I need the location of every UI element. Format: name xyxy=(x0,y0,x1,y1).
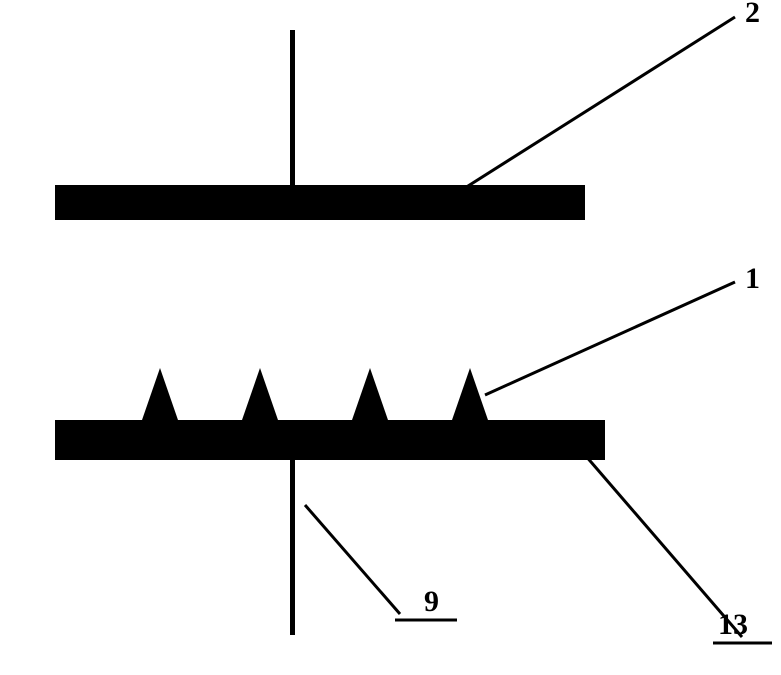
label-1: 1 xyxy=(745,262,760,296)
label-9: 9 xyxy=(424,585,439,619)
label-2: 2 xyxy=(745,0,760,30)
technical-diagram xyxy=(0,0,781,675)
label-13: 13 xyxy=(718,608,748,642)
